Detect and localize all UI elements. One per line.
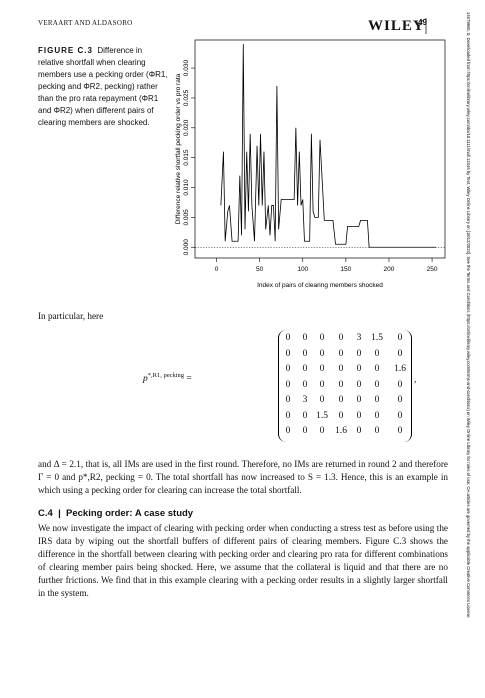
- y-tick-label: 0.010: [183, 179, 190, 196]
- plot-frame: [194, 39, 446, 259]
- matrix-cell: 0: [397, 348, 403, 359]
- line: [220, 44, 437, 248]
- equation-lhs: p*,R1, pecking =: [143, 372, 192, 384]
- matrix-cell: 0: [397, 395, 403, 405]
- figure-label: FIGURE C.3: [38, 46, 93, 55]
- matrix-cell: 0: [285, 410, 291, 421]
- matrix-cell: 0: [374, 410, 380, 421]
- section-number: C.4: [38, 508, 53, 519]
- matrix-cell: 0: [285, 395, 291, 405]
- matrix-cell: 0: [374, 364, 380, 374]
- matrix-cell: 0: [356, 379, 362, 390]
- matrix-cell: 0: [319, 395, 325, 405]
- running-head: VERAART AND ALDASORO: [38, 19, 133, 27]
- matrix-cell: 0: [338, 395, 344, 405]
- matrix-cell: 0: [319, 426, 325, 436]
- paragraph: We now investigate the impact of clearin…: [38, 523, 448, 598]
- matrix-cell: 0: [397, 426, 403, 436]
- y-tick-label: 0.005: [183, 209, 190, 226]
- matrix-cell: 0: [302, 426, 308, 436]
- lhs: p: [143, 374, 148, 385]
- matrix-cell: 0: [374, 426, 380, 436]
- matrix-cell: 0: [285, 426, 291, 436]
- matrix-cell: 3: [302, 395, 308, 405]
- eq: =: [186, 374, 192, 385]
- matrix-cell: 0: [319, 379, 325, 390]
- x-tick-label: 150: [340, 266, 351, 273]
- caption-text: Difference in relative shortfall when cl…: [38, 46, 168, 127]
- x-tick-label: 250: [427, 266, 438, 273]
- matrix-cell: 0: [356, 364, 362, 374]
- matrix: 0 0 0 0 3 1.5 0 0 0 0 0 0 0 0 0 0 0 0 0 0 1.6 0 0 0 0 0 0 0 0 3 0 0 0 0 0 0…: [278, 330, 412, 442]
- matrix-cell: 1.5: [371, 333, 383, 343]
- lhs-sup: *,R1, pecking: [147, 372, 185, 379]
- matrix-cell: 0: [374, 379, 380, 390]
- matrix-cell: 0: [338, 364, 344, 374]
- matrix-cell: 0: [397, 410, 403, 421]
- matrix-cell: 0: [285, 348, 291, 359]
- matrix-cell: 0: [302, 379, 308, 390]
- x-axis-title: Index of pairs of clearing members shock…: [257, 282, 383, 289]
- y-tick-label: 0.000: [183, 239, 190, 256]
- matrix-cell: 0: [319, 364, 325, 374]
- matrix-cell: 0: [374, 348, 380, 359]
- matrix-cell: 0: [356, 410, 362, 421]
- y-tick-label: 0.015: [183, 149, 190, 166]
- matrix-cell: 0: [338, 410, 344, 421]
- matrix-cell: 0: [285, 379, 291, 390]
- page-number: 49: [418, 18, 427, 27]
- matrix-cell: 0: [285, 364, 291, 374]
- matrix-cell: 0: [285, 333, 291, 343]
- matrix-cell: 3: [356, 333, 362, 343]
- matrix-cell: 0: [302, 410, 308, 421]
- x-tick-label: 100: [297, 266, 308, 273]
- eq-end: ,: [414, 375, 417, 385]
- matrix-cell: 0: [356, 348, 362, 359]
- publisher: WILEY: [368, 18, 425, 34]
- matrix-cell: 1.6: [394, 364, 406, 374]
- y-tick-label: 0.025: [183, 89, 190, 106]
- matrix-cell: 0: [356, 426, 362, 436]
- matrix-cell: 0: [338, 333, 344, 343]
- matrix-cell: 0: [319, 348, 325, 359]
- matrix-cell: 1.5: [316, 410, 328, 421]
- matrix-cell: 0: [397, 379, 403, 390]
- section-heading: C.4 | Pecking order: A case study: [38, 508, 194, 519]
- y-tick-label: 0.030: [183, 60, 190, 77]
- matrix-cell: 0: [356, 395, 362, 405]
- matrix-cell: 0: [319, 333, 325, 343]
- matrix-cell: 0: [338, 348, 344, 359]
- x-tick-label: 200: [384, 266, 395, 273]
- matrix-cell: 0: [397, 333, 403, 343]
- matrix-cell: 1.6: [335, 426, 347, 436]
- x-tick-label: 50: [256, 266, 264, 273]
- side-note: 14679965, 0, Downloaded from https://onl…: [466, 12, 471, 618]
- matrix-cell: 0: [338, 379, 344, 390]
- figure-caption: FIGURE C.3 Difference in relative shortf…: [38, 45, 168, 129]
- matrix-cell: 0: [374, 395, 380, 405]
- section-title: Pecking order: A case study: [66, 508, 194, 519]
- x-tick-label: 0: [215, 266, 219, 273]
- matrix-cell: 0: [302, 333, 308, 343]
- y-tick-label: 0.020: [183, 119, 190, 136]
- paragraph: and Δ = 2.1, that is, all IMs are used i…: [38, 459, 448, 495]
- matrix-cell: 0: [302, 348, 308, 359]
- y-axis-title: Difference relative shortfall pecking or…: [175, 73, 182, 224]
- intro: In particular, here: [38, 311, 104, 321]
- matrix-cell: 0: [302, 364, 308, 374]
